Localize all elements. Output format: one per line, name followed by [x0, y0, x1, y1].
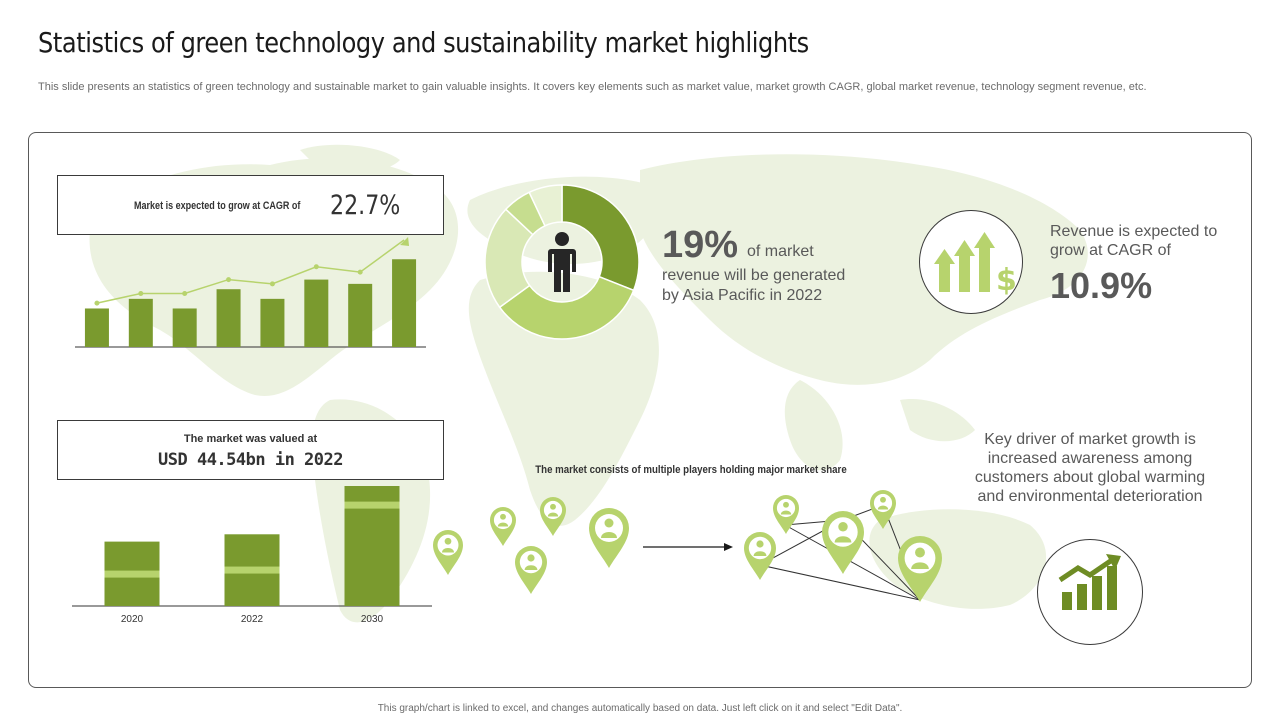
chart2-bar-stripe-2022 — [224, 566, 280, 574]
donut-slice-1 — [561, 184, 640, 292]
chart1-trend-point-7 — [357, 269, 363, 275]
chart2-tick-label: 2030 — [361, 614, 384, 625]
donut-slice-5 — [528, 184, 563, 227]
revenue-text: Revenue is expected to grow at CAGR of — [1050, 223, 1218, 259]
location-pin-person-icon — [822, 511, 864, 574]
location-pin-person-icon — [773, 495, 799, 534]
chart2-bar-stripe-2020 — [104, 570, 160, 578]
location-pin-person-icon — [589, 508, 629, 568]
valuation-label: The market was valued at — [183, 433, 318, 445]
chart1-bar-5 — [260, 298, 285, 347]
valuation-box: The market was valued at USD 44.54bn in … — [57, 420, 444, 480]
valuation-value: USD 44.54bn in 2022 — [158, 450, 343, 470]
key-driver-text: Key driver of market growth is increased… — [974, 431, 1206, 505]
location-pin-person-icon — [744, 532, 776, 580]
chart2-tick-label: 2022 — [241, 614, 264, 625]
asia-percent: 19% — [662, 224, 739, 266]
location-pin-person-icon — [540, 497, 566, 536]
growth-icon-circle — [1037, 539, 1143, 645]
cagr-value: 22.7% — [330, 190, 401, 221]
location-pin-person-icon — [870, 490, 896, 529]
chart1-bar-6 — [304, 279, 329, 347]
chart1-bar-4 — [216, 289, 241, 347]
footer-note: This graph/chart is linked to excel, and… — [377, 703, 903, 714]
location-pin-person-icon — [433, 530, 463, 575]
location-pin-person-icon — [898, 536, 942, 602]
chart1-trend-point-3 — [182, 291, 188, 296]
chart1-bar-1 — [84, 308, 109, 347]
chart1-trend-point-5 — [269, 281, 275, 287]
cagr-box: Market is expected to grow at CAGR of 22… — [57, 175, 444, 235]
location-pin-person-icon — [515, 546, 547, 594]
location-pin-person-icon — [490, 507, 516, 546]
revenue-value: 10.9% — [1050, 265, 1153, 306]
chart1-bar-3 — [172, 308, 197, 347]
chart1-bar-7 — [348, 283, 373, 347]
chart1-bar-8 — [392, 259, 417, 347]
asia-text-line2: revenue will be generated by Asia Pacifi… — [662, 267, 846, 304]
infographic-panel — [28, 132, 1252, 688]
players-text: The market consists of multiple players … — [450, 464, 932, 476]
chart1-trend-point-1 — [94, 300, 100, 306]
chart1-trend-point-4 — [226, 277, 232, 283]
chart1-trend-arrowhead — [400, 237, 410, 246]
chart1-trend-point-2 — [138, 291, 144, 296]
cagr-label: Market is expected to grow at CAGR of — [134, 200, 301, 212]
growth-chart-icon — [1058, 554, 1121, 610]
person-icon — [548, 232, 576, 292]
chart1-bar-2 — [128, 298, 153, 347]
page-subtitle: This slide presents an statistics of gre… — [38, 81, 1147, 93]
donut-slice-2 — [498, 275, 635, 340]
asia-text-line1: of market — [747, 243, 814, 260]
chart1-trend-line — [96, 239, 405, 304]
chart2-bar-stripe-2030 — [344, 501, 400, 509]
players-text-label: The market consists of multiple players … — [535, 464, 847, 476]
growth-arrows-dollar-icon: $ — [934, 232, 1018, 299]
chart1-trend-point-6 — [313, 264, 319, 270]
chart2-tick-label: 2020 — [121, 614, 144, 625]
arrow-icon — [643, 543, 733, 551]
page-title: Statistics of green technology and susta… — [38, 26, 809, 59]
svg-text:$: $ — [996, 263, 1017, 298]
